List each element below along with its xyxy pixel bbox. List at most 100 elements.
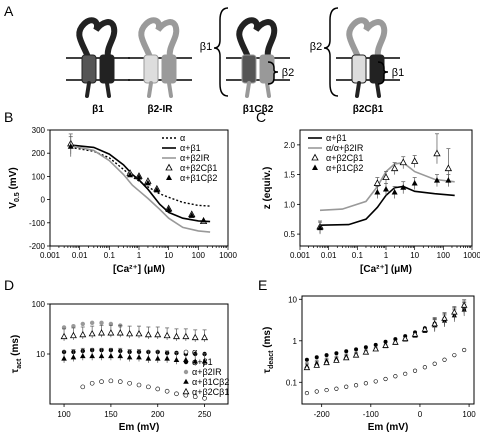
data-point <box>107 329 115 336</box>
data-point <box>183 359 189 365</box>
data-point <box>334 351 339 356</box>
data-point <box>313 361 321 368</box>
data-point <box>202 396 207 401</box>
construct-label: β1Cβ2 <box>243 104 274 115</box>
data-point <box>69 331 77 339</box>
y-tick-label: 0.5 <box>284 230 296 239</box>
subunit-schematic <box>66 17 130 98</box>
data-point <box>383 185 389 192</box>
data-point <box>441 314 448 321</box>
data-point <box>163 331 171 339</box>
data-point <box>399 158 407 166</box>
data-point <box>144 179 151 186</box>
data-point <box>412 368 418 373</box>
x-axis-label: [Ca²⁺] (μM) <box>360 264 412 275</box>
data-point <box>334 386 339 391</box>
subunit-schematic <box>128 17 192 98</box>
y-axis-label: τact (ms) <box>10 335 23 374</box>
intracellular-tail <box>167 81 173 98</box>
fit-curve <box>70 145 211 233</box>
y-tick-label: 300 <box>32 126 46 135</box>
data-point <box>433 177 440 183</box>
transmembrane-segment <box>99 54 115 84</box>
data-point <box>182 332 190 340</box>
y-tick-label: 1.0 <box>284 200 296 209</box>
data-point <box>363 345 368 350</box>
data-point <box>303 364 311 371</box>
y-axis-label: z (equiv.) <box>262 167 273 210</box>
data-point <box>374 188 381 195</box>
data-point <box>67 143 74 149</box>
data-point <box>304 390 310 396</box>
data-point <box>344 349 349 354</box>
data-point <box>79 330 87 338</box>
legend-label: α <box>192 347 197 357</box>
data-point <box>372 345 379 352</box>
data-point <box>88 329 96 337</box>
data-point <box>383 376 388 382</box>
data-point <box>136 354 142 360</box>
data-point <box>314 389 319 394</box>
panel-label-d: D <box>4 277 14 293</box>
data-point <box>153 186 160 193</box>
data-point <box>183 378 189 384</box>
y-tick-label: 100 <box>32 172 46 181</box>
plot-frame <box>301 295 475 405</box>
data-point <box>108 378 114 384</box>
y-axis-label-sub: 0.5 <box>14 192 21 202</box>
y-axis-label-main: τ <box>10 368 21 373</box>
data-point <box>312 164 318 170</box>
bracket-label: β2 <box>310 41 322 53</box>
x-axis-label: Em (mV) <box>119 422 160 433</box>
intracellular-tail <box>375 81 381 98</box>
legend-label: α/α+β2IR <box>326 143 364 153</box>
data-point <box>108 352 114 359</box>
x-tick-label: 0.1 <box>104 251 116 260</box>
y-axis-label-sub: act <box>16 358 23 369</box>
data-point <box>80 321 85 327</box>
intracellular-tail <box>105 81 111 98</box>
data-point <box>183 369 189 375</box>
data-point <box>391 188 398 195</box>
data-point <box>98 352 105 359</box>
data-point <box>462 347 467 353</box>
subunit-schematic <box>226 17 290 98</box>
data-point <box>390 164 399 172</box>
data-point <box>433 149 441 157</box>
x-tick-label: 0.001 <box>290 251 311 260</box>
data-point <box>164 388 170 394</box>
x-axis-label: [Ca²⁺] (μM) <box>113 264 165 275</box>
bracket <box>213 7 229 97</box>
extracellular-loop <box>346 17 388 60</box>
data-point <box>344 384 349 389</box>
data-point <box>400 184 407 190</box>
data-point <box>452 353 457 358</box>
y-tick-label: -100 <box>29 219 46 228</box>
data-point <box>79 352 86 359</box>
panel-label-b: B <box>4 109 13 125</box>
data-point <box>89 320 95 326</box>
data-point <box>146 384 151 390</box>
data-point <box>192 358 199 364</box>
y-tick-label: 200 <box>32 149 46 158</box>
y-tick-label: 1 <box>293 337 298 346</box>
data-point <box>164 355 170 361</box>
x-tick-label: 150 <box>104 410 118 419</box>
bracket-label: β1 <box>392 67 404 79</box>
data-point <box>352 351 360 358</box>
x-tick-label: 100 <box>192 251 206 260</box>
data-point <box>188 212 195 218</box>
y-tick-label: 1.5 <box>284 171 296 180</box>
data-point <box>373 179 382 186</box>
x-tick-label: 1 <box>384 251 389 260</box>
data-point <box>165 206 172 213</box>
y-tick-label: 0.1 <box>286 378 298 387</box>
data-point <box>431 320 438 327</box>
transmembrane-segment <box>143 54 159 84</box>
data-point <box>126 354 133 360</box>
legend-label: α <box>180 133 185 143</box>
x-tick-label: 1000 <box>463 251 480 260</box>
data-point <box>117 352 124 359</box>
data-point <box>127 171 134 178</box>
